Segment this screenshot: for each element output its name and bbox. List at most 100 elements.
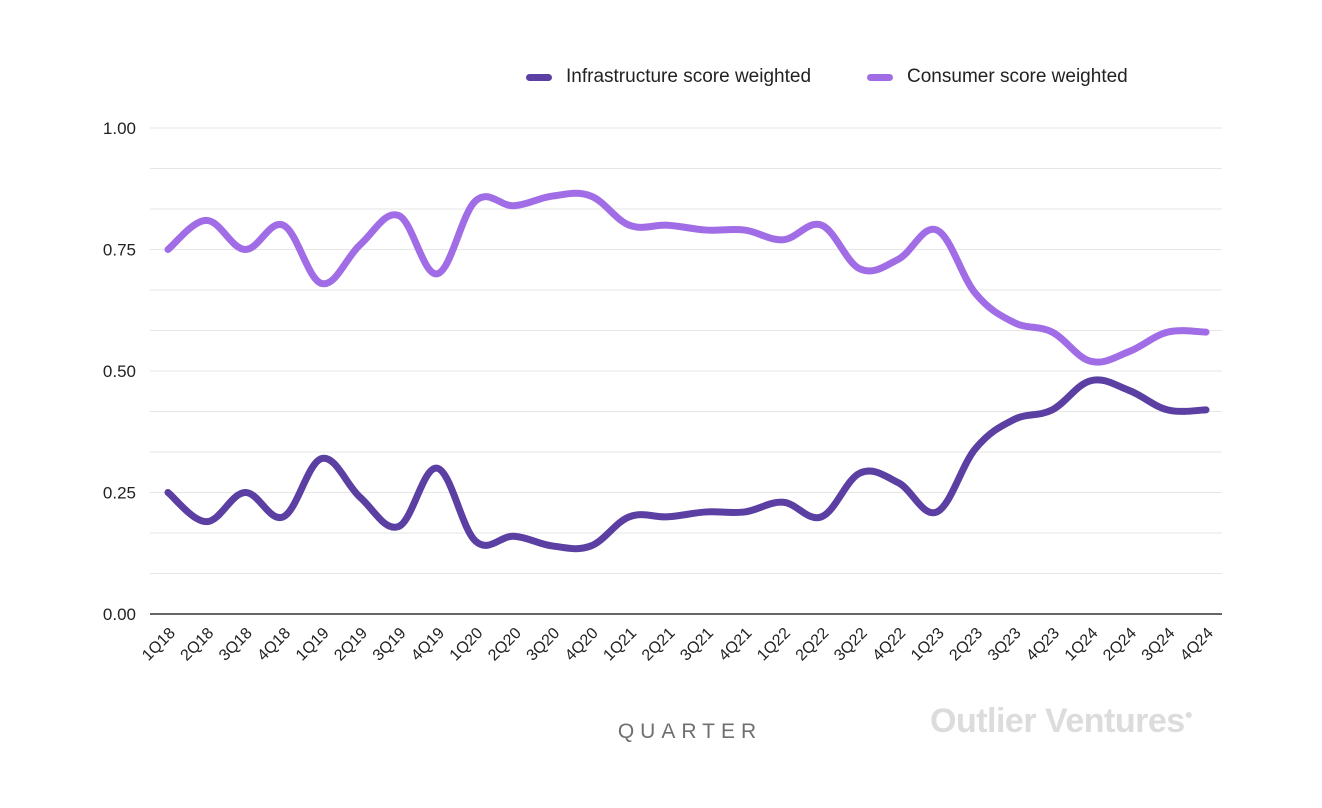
data-point-infrastructure <box>1049 407 1055 413</box>
data-point-consumer <box>511 203 517 209</box>
x-tick-label: 3Q19 <box>370 625 410 665</box>
legend-swatch-consumer <box>867 73 894 81</box>
legend-swatch-infrastructure <box>526 73 552 81</box>
x-tick-label: 4Q21 <box>716 625 756 665</box>
x-tick-label: 1Q21 <box>600 625 640 665</box>
data-point-consumer <box>1126 349 1132 355</box>
data-point-infrastructure <box>319 455 325 461</box>
x-tick-label: 2Q23 <box>946 625 986 665</box>
data-point-consumer <box>934 227 940 233</box>
data-point-infrastructure <box>1088 378 1094 384</box>
data-point-consumer <box>549 193 555 199</box>
x-tick-label: 2Q19 <box>331 625 371 665</box>
x-tick-label: 4Q18 <box>254 625 294 665</box>
x-tick-label: 4Q19 <box>408 625 448 665</box>
y-tick-label: 0.50 <box>103 362 136 381</box>
legend-item-infrastructure: Infrastructure score weighted <box>526 66 811 88</box>
y-tick-label: 0.75 <box>103 241 136 260</box>
data-point-infrastructure <box>242 490 248 496</box>
data-point-consumer <box>895 256 901 262</box>
data-point-infrastructure <box>972 446 978 452</box>
x-tick-label: 1Q18 <box>139 625 179 665</box>
data-point-infrastructure <box>819 514 825 520</box>
data-point-infrastructure <box>280 514 286 520</box>
data-point-consumer <box>1165 329 1171 335</box>
x-tick-label: 3Q22 <box>831 625 871 665</box>
data-point-infrastructure <box>934 509 940 515</box>
x-tick-label: 2Q24 <box>1100 625 1140 665</box>
x-tick-label: 1Q22 <box>754 625 794 665</box>
data-point-infrastructure <box>434 465 440 471</box>
data-point-infrastructure <box>742 509 748 515</box>
data-point-consumer <box>1049 329 1055 335</box>
data-point-consumer <box>1203 329 1209 335</box>
x-tick-label: 4Q20 <box>562 625 602 665</box>
data-point-infrastructure <box>857 470 863 476</box>
x-tick-label: 2Q21 <box>639 625 679 665</box>
x-tick-label: 1Q19 <box>293 625 333 665</box>
data-point-consumer <box>280 222 286 228</box>
data-point-consumer <box>165 247 171 253</box>
x-tick-label: 2Q20 <box>485 625 525 665</box>
x-tick-label: 3Q23 <box>985 625 1025 665</box>
data-point-infrastructure <box>1203 407 1209 413</box>
x-tick-label: 2Q22 <box>793 625 833 665</box>
legend-item-consumer: Consumer score weighted <box>867 66 1128 88</box>
data-point-consumer <box>626 222 632 228</box>
x-tick-label: 3Q18 <box>216 625 256 665</box>
data-point-consumer <box>742 227 748 233</box>
data-point-infrastructure <box>895 480 901 486</box>
x-tick-label: 4Q23 <box>1023 625 1063 665</box>
y-tick-label: 0.25 <box>103 484 136 503</box>
x-axis-ticks: 1Q182Q183Q184Q181Q192Q193Q194Q191Q202Q20… <box>139 625 1217 665</box>
data-point-consumer <box>972 290 978 296</box>
watermark-logo: Outlier Ventures● <box>930 702 1193 740</box>
data-point-infrastructure <box>396 524 402 530</box>
legend: Infrastructure score weighted Consumer s… <box>526 66 1128 88</box>
x-axis-label: QUARTER <box>617 720 763 743</box>
grid-lines <box>150 127 1222 615</box>
x-tick-label: 1Q23 <box>908 625 948 665</box>
data-point-consumer <box>242 247 248 253</box>
data-point-consumer <box>665 222 671 228</box>
data-point-consumer <box>703 227 709 233</box>
y-axis-ticks: 0.00 0.25 0.50 0.75 1.00 <box>103 119 136 624</box>
x-tick-label: 3Q20 <box>524 625 564 665</box>
data-point-infrastructure <box>1165 407 1171 413</box>
legend-label-infrastructure: Infrastructure score weighted <box>566 66 812 87</box>
x-tick-label: 1Q24 <box>1062 625 1102 665</box>
data-point-consumer <box>203 217 209 223</box>
data-point-consumer <box>819 222 825 228</box>
x-tick-label: 3Q21 <box>677 625 717 665</box>
watermark-text: Outlier Ventures <box>930 702 1185 740</box>
data-point-consumer <box>588 193 594 199</box>
x-tick-label: 4Q22 <box>870 625 910 665</box>
data-point-consumer <box>319 281 325 287</box>
data-point-consumer <box>473 198 479 204</box>
x-tick-label: 4Q24 <box>1177 625 1217 665</box>
y-tick-label: 1.00 <box>103 119 136 138</box>
data-point-consumer <box>1011 319 1017 325</box>
data-point-consumer <box>434 271 440 277</box>
data-point-infrastructure <box>165 490 171 496</box>
data-point-infrastructure <box>780 499 786 505</box>
x-tick-label: 1Q20 <box>447 625 487 665</box>
data-point-infrastructure <box>473 538 479 544</box>
data-point-consumer <box>357 242 363 248</box>
data-point-consumer <box>1088 358 1094 364</box>
x-tick-label: 3Q24 <box>1139 625 1179 665</box>
data-point-infrastructure <box>665 514 671 520</box>
y-tick-label: 0.00 <box>103 605 136 624</box>
data-point-consumer <box>857 266 863 272</box>
data-point-infrastructure <box>626 514 632 520</box>
series-lines <box>164 189 1210 553</box>
data-point-consumer <box>396 212 402 218</box>
data-point-infrastructure <box>203 519 209 525</box>
data-point-infrastructure <box>511 533 517 539</box>
series-line-consumer <box>164 189 1210 366</box>
series-line-infrastructure <box>164 376 1210 553</box>
data-point-infrastructure <box>1126 387 1132 393</box>
data-point-infrastructure <box>549 543 555 549</box>
x-tick-label: 2Q18 <box>178 625 218 665</box>
